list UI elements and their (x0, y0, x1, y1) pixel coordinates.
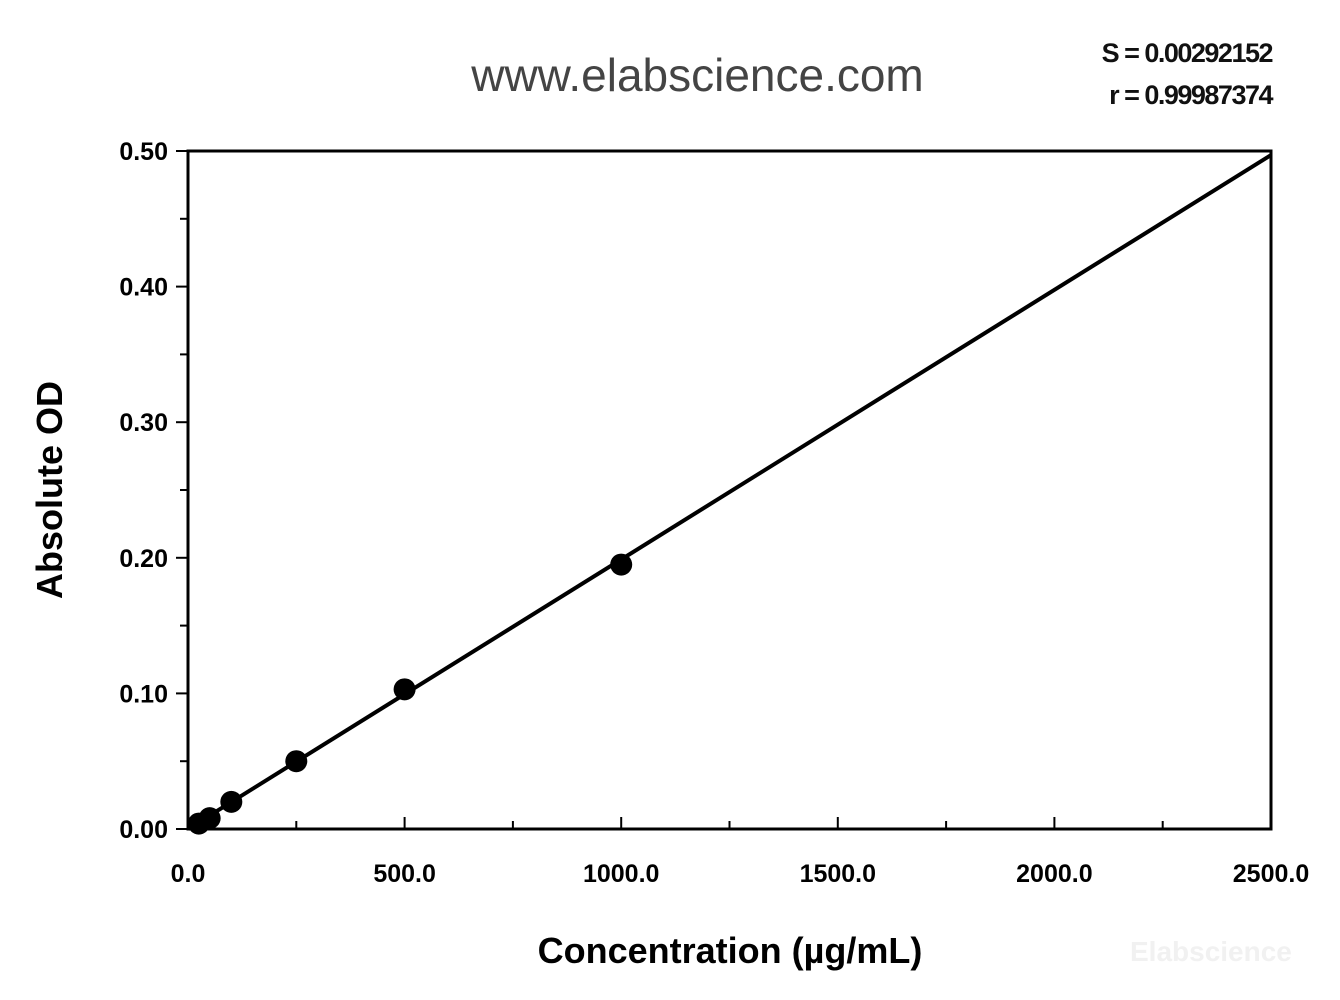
data-point (610, 553, 633, 576)
x-tick-label: 1000.0 (583, 860, 659, 888)
x-tick-label: 0.0 (171, 860, 206, 888)
stat-s: S = 0.00292152 (1101, 38, 1274, 68)
y-tick-label: 0.20 (119, 545, 168, 573)
x-axis-label: Concentration (µg/mL) (538, 930, 923, 971)
watermark: Elabscience (1130, 936, 1292, 967)
y-tick-label: 0.50 (119, 138, 168, 166)
data-point (220, 790, 243, 813)
x-tick-label: 2500.0 (1233, 860, 1309, 888)
y-tick-label: 0.30 (119, 409, 168, 437)
x-tick-label: 500.0 (373, 860, 436, 888)
y-tick-label: 0.10 (119, 680, 168, 708)
y-axis-label: Absolute OD (29, 381, 70, 599)
y-tick-label: 0.40 (119, 274, 168, 302)
data-point (285, 750, 308, 773)
fit-line (186, 153, 1273, 831)
x-tick-label: 1500.0 (800, 860, 876, 888)
site-url: www.elabscience.com (471, 49, 924, 101)
y-tick-label: 0.00 (119, 816, 168, 844)
data-point (393, 678, 416, 701)
stat-r: r = 0.99987374 (1109, 80, 1273, 110)
data-point (198, 807, 221, 830)
x-tick-label: 2000.0 (1016, 860, 1092, 888)
